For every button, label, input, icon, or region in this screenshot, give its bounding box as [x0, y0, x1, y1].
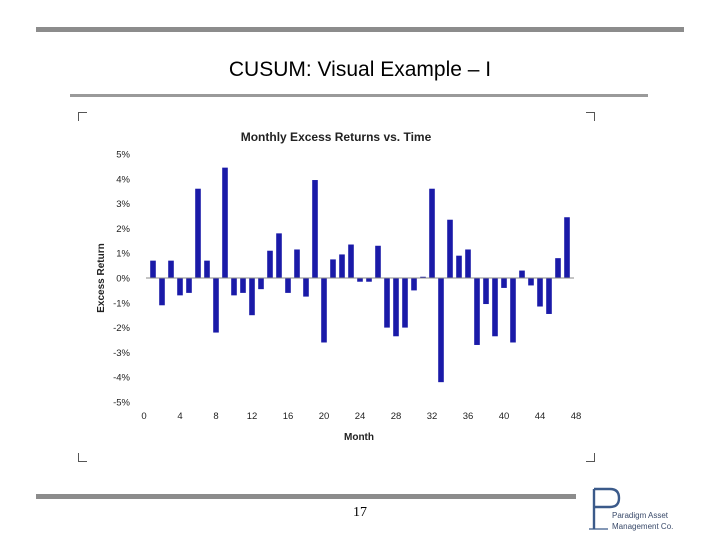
bar-month-18	[303, 278, 309, 297]
x-tick-label: 44	[535, 411, 546, 422]
y-tick-label: 0%	[116, 274, 130, 285]
x-tick-label: 0	[141, 411, 146, 422]
bar-month-8	[213, 278, 219, 333]
bar-month-21	[330, 259, 336, 278]
bar-month-5	[186, 278, 192, 293]
bar-month-19	[312, 180, 318, 278]
bar-month-10	[231, 278, 237, 296]
bar-month-39	[492, 278, 498, 337]
bar-month-44	[537, 278, 543, 307]
x-axis-label: Month	[344, 432, 374, 443]
y-axis-label: Excess Return	[96, 243, 107, 312]
x-tick-label: 48	[571, 411, 582, 422]
bar-month-28	[393, 278, 399, 337]
frame-corner-bottom-left	[78, 453, 87, 462]
chart-title: Monthly Excess Returns vs. Time	[241, 130, 432, 144]
bar-month-45	[546, 278, 552, 314]
x-tick-label: 36	[463, 411, 474, 422]
bar-month-22	[339, 254, 345, 278]
bottom-rule	[36, 494, 576, 499]
bar-month-9	[222, 167, 228, 278]
y-tick-label: -4%	[113, 373, 130, 384]
x-tick-labels: 0 4 8 12 16 20 24 28 32 36 40 44 48	[141, 411, 581, 422]
bar-month-15	[276, 233, 282, 278]
logo-line-1: Paradigm Asset	[612, 511, 669, 520]
bar-month-4	[177, 278, 183, 296]
bar-month-25	[366, 278, 372, 282]
y-tick-label: 5%	[116, 150, 130, 161]
slide-title: CUSUM: Visual Example – I	[228, 58, 492, 81]
x-tick-label: 32	[427, 411, 438, 422]
bar-month-31	[420, 276, 426, 278]
bar-month-36	[465, 249, 471, 278]
y-tick-label: -2%	[113, 323, 130, 334]
bar-month-32	[429, 188, 435, 278]
y-tick-label: -5%	[113, 398, 130, 409]
logo-line-2: Management Co.	[612, 522, 674, 531]
bar-month-33	[438, 278, 444, 383]
bar-chart: Monthly Excess Returns vs. Time Excess R…	[96, 130, 581, 443]
title-rule	[70, 94, 648, 97]
x-tick-label: 20	[319, 411, 330, 422]
bar-month-3	[168, 260, 174, 278]
top-rule	[36, 27, 684, 32]
bar-month-27	[384, 278, 390, 328]
chart-frame: Monthly Excess Returns vs. Time Excess R…	[80, 114, 592, 459]
page-number: 17	[353, 505, 367, 520]
bar-month-43	[528, 278, 534, 286]
x-tick-label: 4	[177, 411, 182, 422]
y-tick-label: 3%	[116, 199, 130, 210]
bar-month-30	[411, 278, 417, 291]
bar-month-7	[204, 260, 210, 278]
bar-month-11	[240, 278, 246, 293]
x-tick-label: 28	[391, 411, 402, 422]
bars	[150, 167, 570, 383]
frame-corner-bottom-right	[586, 453, 595, 462]
x-tick-label: 12	[247, 411, 258, 422]
y-tick-labels: 5% 4% 3% 2% 1% 0% -1% -2% -3% -4% -5%	[113, 150, 130, 409]
bar-month-34	[447, 219, 453, 278]
y-tick-label: 4%	[116, 174, 130, 185]
company-logo: Paradigm Asset Management Co.	[586, 485, 686, 535]
bar-month-40	[501, 278, 507, 288]
y-tick-label: -3%	[113, 348, 130, 359]
bar-month-13	[258, 278, 264, 290]
bar-month-47	[564, 217, 570, 278]
frame-corner-top-left	[78, 112, 87, 121]
bar-month-17	[294, 249, 300, 278]
x-tick-label: 16	[283, 411, 294, 422]
bar-month-24	[357, 278, 363, 282]
bar-month-20	[321, 278, 327, 343]
bar-month-16	[285, 278, 291, 293]
bar-month-35	[456, 255, 462, 278]
bar-month-6	[195, 188, 201, 278]
frame-corner-top-right	[586, 112, 595, 121]
bar-month-41	[510, 278, 516, 343]
y-tick-label: 2%	[116, 224, 130, 235]
y-tick-label: -1%	[113, 298, 130, 309]
x-tick-label: 40	[499, 411, 510, 422]
bar-month-29	[402, 278, 408, 328]
x-tick-label: 8	[213, 411, 218, 422]
bar-month-14	[267, 250, 273, 278]
bar-month-42	[519, 270, 525, 278]
bar-month-2	[159, 278, 165, 306]
bar-month-12	[249, 278, 255, 316]
x-tick-label: 24	[355, 411, 366, 422]
bar-month-38	[483, 278, 489, 305]
y-tick-label: 1%	[116, 249, 130, 260]
logo-p-icon	[589, 487, 621, 530]
bar-month-26	[375, 245, 381, 278]
bar-month-1	[150, 260, 156, 278]
bar-month-37	[474, 278, 480, 345]
bar-month-23	[348, 244, 354, 278]
bar-month-46	[555, 258, 561, 278]
